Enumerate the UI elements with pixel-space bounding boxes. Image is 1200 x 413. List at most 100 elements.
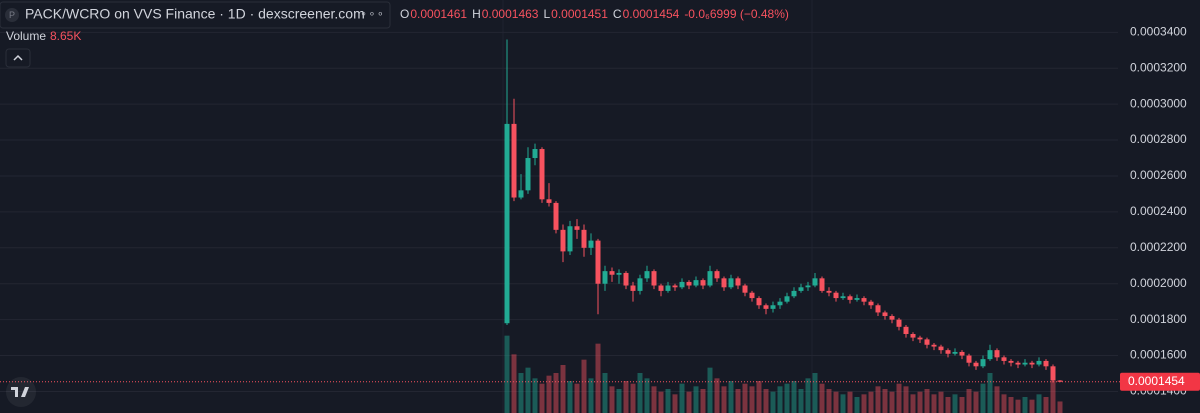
volume-bar bbox=[616, 389, 622, 413]
candle-body bbox=[679, 281, 685, 288]
candle-body bbox=[581, 229, 587, 248]
volume-bar bbox=[938, 391, 944, 413]
volume-bar bbox=[735, 389, 741, 413]
candle-body bbox=[1036, 360, 1042, 365]
candle-body bbox=[623, 272, 629, 286]
volume-bar bbox=[525, 367, 531, 413]
volume-bar bbox=[763, 389, 769, 413]
candle-body bbox=[966, 355, 972, 363]
candle-body bbox=[854, 298, 860, 300]
title-box[interactable] bbox=[0, 1, 391, 29]
volume-bar bbox=[980, 383, 986, 413]
volume-bar bbox=[651, 386, 657, 413]
volume-bar bbox=[917, 391, 923, 413]
volume-bar bbox=[539, 383, 545, 413]
candle-body bbox=[700, 280, 706, 286]
candle-body bbox=[784, 296, 790, 302]
token-icon-letter: P bbox=[9, 10, 15, 20]
candle-body bbox=[826, 290, 832, 293]
volume-bar bbox=[840, 394, 846, 413]
candle-body bbox=[651, 271, 657, 286]
candle-body bbox=[917, 337, 923, 340]
candle-body bbox=[609, 271, 615, 275]
ohlc-key: H bbox=[472, 7, 481, 21]
volume-bar bbox=[1050, 381, 1056, 413]
candle-body bbox=[1008, 360, 1014, 363]
candle-body bbox=[791, 290, 797, 297]
volume-bar bbox=[567, 381, 573, 413]
collapse-button[interactable] bbox=[5, 48, 31, 68]
volume-bar bbox=[504, 335, 510, 413]
volume-bar bbox=[812, 373, 818, 413]
volume-bar bbox=[1015, 399, 1021, 413]
candle-body bbox=[924, 339, 930, 345]
candle-body bbox=[532, 149, 538, 159]
volume-bar bbox=[623, 381, 629, 413]
candle-body bbox=[1001, 357, 1007, 361]
volume-bar bbox=[1043, 397, 1049, 413]
volume-bar bbox=[819, 383, 825, 413]
candle-body bbox=[812, 278, 818, 286]
candle-body bbox=[959, 351, 965, 356]
candle-body bbox=[665, 285, 671, 291]
candle-body bbox=[1050, 366, 1056, 381]
candle-body bbox=[707, 271, 713, 286]
volume-bar bbox=[931, 394, 937, 413]
candle-body bbox=[518, 190, 524, 198]
ohlc-key: C bbox=[613, 7, 622, 21]
chart-title: PACK/WCRO on VVS Finance · 1D · dexscree… bbox=[25, 6, 365, 22]
ohlc-value: 0.0001451 bbox=[551, 7, 608, 21]
ohlc-value: 0.0001461 bbox=[410, 7, 467, 21]
y-tick-label: 0.0002800 bbox=[1130, 132, 1187, 146]
y-tick-label: 0.0003000 bbox=[1130, 96, 1187, 110]
tv-logo[interactable] bbox=[11, 387, 29, 397]
candle-body bbox=[637, 278, 643, 291]
candle-body bbox=[973, 362, 979, 367]
candle-body bbox=[693, 280, 699, 286]
volume-bar bbox=[721, 386, 727, 413]
candle-body bbox=[686, 281, 692, 286]
volume-bar bbox=[798, 389, 804, 413]
volume-bar bbox=[546, 375, 552, 413]
candle-body bbox=[945, 350, 951, 354]
candle-body bbox=[819, 278, 825, 291]
volume-bar bbox=[665, 389, 671, 413]
candle-body bbox=[952, 351, 958, 354]
y-tick-label: 0.0003200 bbox=[1130, 60, 1187, 74]
volume-bar bbox=[1036, 394, 1042, 413]
volume-bar bbox=[700, 389, 706, 413]
volume-bar bbox=[847, 391, 853, 413]
volume-bar bbox=[826, 389, 832, 413]
candle-body bbox=[770, 305, 776, 309]
volume-bar bbox=[532, 378, 538, 413]
candle-body bbox=[833, 292, 839, 299]
ohlc-value: 0.0001463 bbox=[482, 7, 539, 21]
last-price-box bbox=[1120, 372, 1200, 391]
volume-bar bbox=[924, 389, 930, 413]
candle-body bbox=[672, 285, 678, 288]
volume-bar bbox=[630, 383, 636, 413]
candle-body bbox=[588, 240, 594, 248]
y-tick-label: 0.0002400 bbox=[1130, 204, 1187, 218]
candle-body bbox=[539, 149, 545, 200]
y-tick-label: 0.0002000 bbox=[1130, 276, 1187, 290]
y-tick-label: 0.0002200 bbox=[1130, 240, 1187, 254]
candle-body bbox=[1029, 362, 1035, 365]
volume-bar bbox=[560, 365, 566, 413]
candle-body bbox=[553, 202, 559, 230]
candle-body bbox=[630, 285, 636, 291]
candle-body bbox=[574, 226, 580, 230]
volume-bar bbox=[518, 373, 524, 413]
candle-body bbox=[798, 287, 804, 291]
candle-body bbox=[602, 271, 608, 284]
candle-body bbox=[504, 123, 510, 324]
volume-bar bbox=[882, 389, 888, 413]
volume-bar bbox=[777, 386, 783, 413]
candle-body bbox=[714, 271, 720, 279]
volume-bar bbox=[1001, 394, 1007, 413]
candle-body bbox=[616, 272, 622, 275]
volume-bar bbox=[896, 383, 902, 413]
volume-bar bbox=[742, 383, 748, 413]
more-button[interactable]: ⚬⚬⚬ bbox=[359, 10, 384, 21]
